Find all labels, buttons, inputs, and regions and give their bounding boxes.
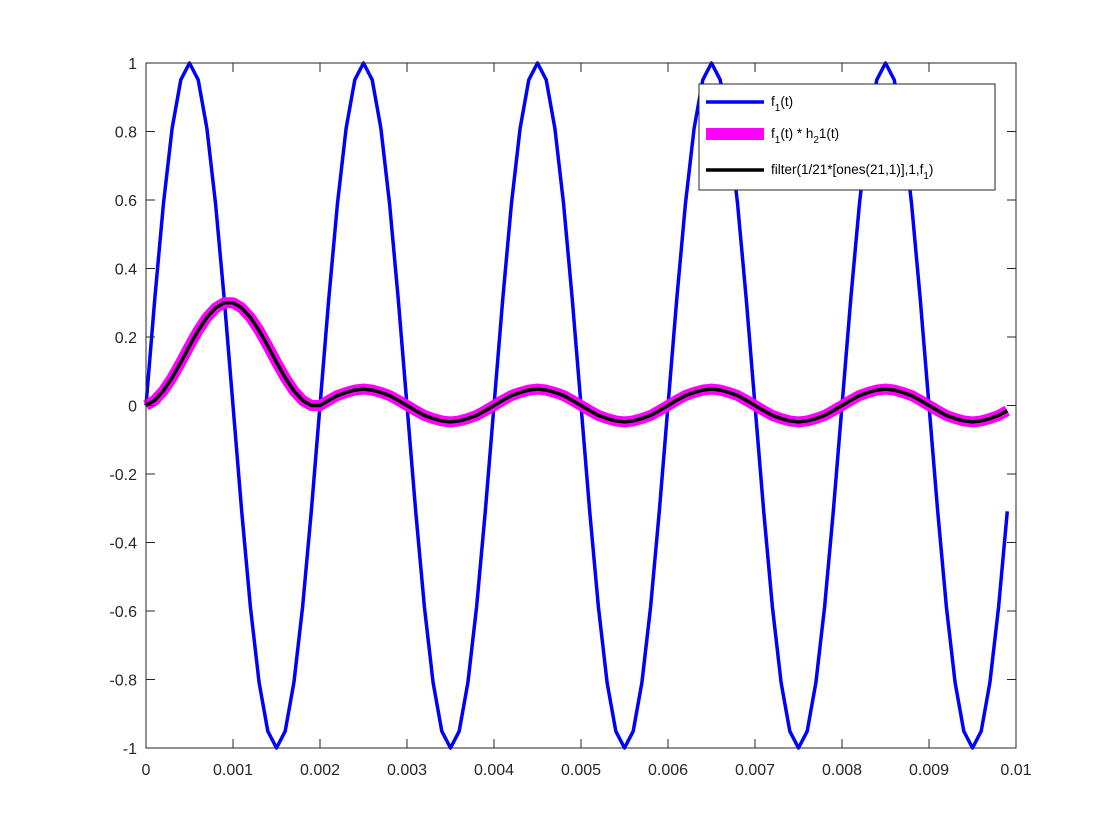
x-tick-label: 0.006 [648,762,688,779]
y-tick-label: 0.8 [115,125,137,142]
y-tick-label: -0.6 [109,604,137,621]
legend-label-filter: filter(1/21*[ones(21,1)],1,f1) [771,162,933,182]
x-tick-label: 0.003 [387,762,427,779]
x-tick-label: 0.007 [735,762,775,779]
x-tick-label: 0.01 [1000,762,1031,779]
y-tick-label: -0.8 [109,673,137,690]
legend-entry-f1: f1(t) [706,94,793,114]
y-axis: 1 0.8 0.6 0.4 0.2 0 -0.2 -0.4 -0.6 -0.8 -1 [109,56,1016,758]
y-tick-label: -1 [123,741,137,758]
legend-entry-conv: f1(t) * h21(t) [706,126,839,146]
y-tick-label: 0.6 [115,193,137,210]
x-tick-label: 0.009 [909,762,949,779]
y-tick-label: -0.2 [109,467,137,484]
x-tick-label: 0.004 [474,762,514,779]
y-tick-label: 0.4 [115,262,137,279]
x-tick-label: 0.005 [561,762,601,779]
y-tick-label: 1 [128,56,137,73]
y-tick-label: 0 [128,399,137,416]
x-tick-label: 0.008 [822,762,862,779]
series-line-filter [145,301,1009,424]
x-tick-label: 0.001 [213,762,253,779]
y-tick-label: -0.4 [109,536,137,553]
legend-entry-filter: filter(1/21*[ones(21,1)],1,f1) [706,162,933,182]
legend: f1(t) f1(t) * h21(t) filter(1/21*[ones(2… [698,83,996,191]
legend-label-f1: f1(t) [771,94,793,114]
x-axis: 0 0.001 0.002 0.003 0.004 0.005 0.006 0.007 0.00… [142,63,1032,779]
y-tick-label: 0.2 [115,330,137,347]
x-tick-label: 0.002 [300,762,340,779]
legend-label-conv: f1(t) * h21(t) [771,126,839,146]
x-tick-label: 0 [142,762,151,779]
